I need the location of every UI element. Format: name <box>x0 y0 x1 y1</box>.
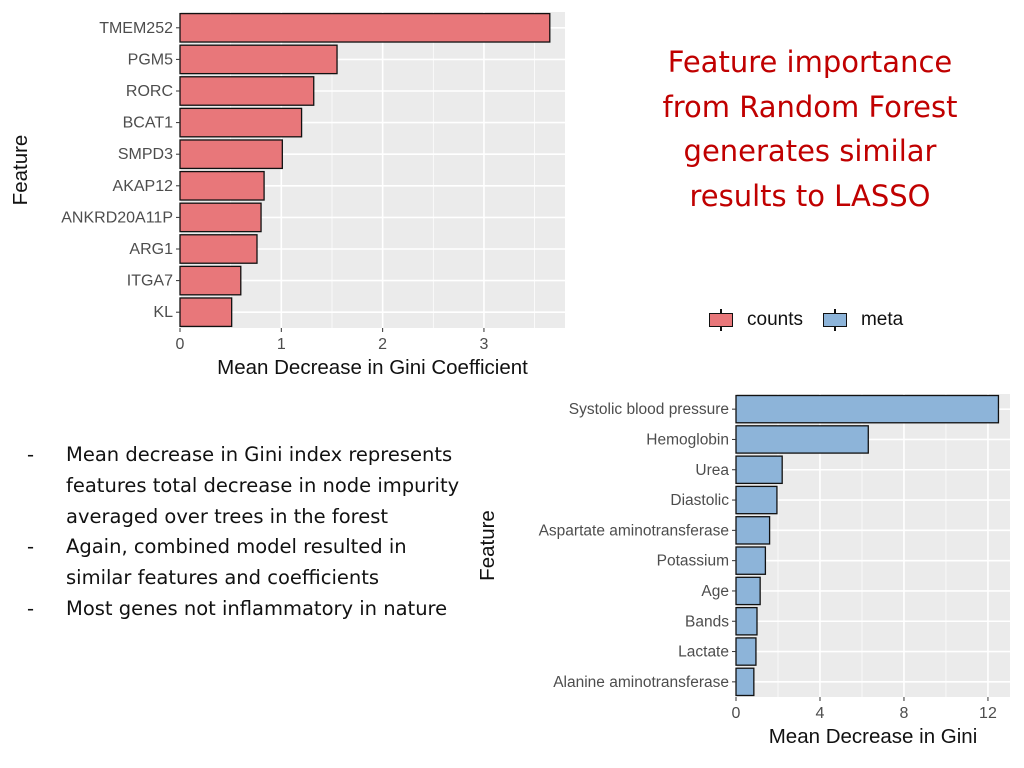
bar <box>179 76 315 106</box>
y-axis-title: Feature <box>9 135 32 206</box>
y-tick-label: Diastolic <box>670 492 729 509</box>
legend-swatch-counts <box>705 304 737 336</box>
bar <box>735 576 761 606</box>
headline-line: generates similar <box>683 134 937 168</box>
legend-box-meta <box>822 313 847 327</box>
bar <box>735 606 758 636</box>
bar <box>179 44 338 75</box>
x-tick-label: 1 <box>277 336 286 353</box>
y-tick-label: BCAT1 <box>123 115 173 132</box>
y-tick-label: Aspartate aminotransferase <box>539 522 729 539</box>
bar <box>735 637 757 666</box>
bar <box>179 202 262 233</box>
y-tick-label: SMPD3 <box>118 146 173 163</box>
legend-item-counts: counts <box>705 304 803 336</box>
clinical-importance-chart: Systolic blood pressure12.5Hemoglobin6.3… <box>476 394 1010 748</box>
bar <box>735 485 778 515</box>
y-tick-label: Alanine aminotransferase <box>553 674 729 691</box>
x-tick-label: 0 <box>176 336 185 353</box>
x-tick-label: 12 <box>979 705 997 722</box>
headline-line: Feature importance <box>667 45 953 79</box>
legend-box-counts <box>709 313 733 327</box>
y-tick-label: Bands <box>685 613 729 630</box>
x-tick-label: 8 <box>900 705 909 722</box>
bar <box>179 12 551 43</box>
slide-headline: Feature importance from Random Forest ge… <box>620 40 1000 218</box>
y-tick-label: Hemoglobin <box>646 431 729 448</box>
headline-line: from Random Forest <box>662 89 958 124</box>
y-tick-label: ITGA7 <box>127 273 173 290</box>
bullet-dash: - <box>27 596 35 620</box>
bar <box>735 667 755 697</box>
bullet-notes: - Mean decrease in Gini index represents … <box>22 440 462 625</box>
y-tick-label: Potassium <box>657 553 729 570</box>
bar <box>179 265 242 296</box>
y-tick-label: Urea <box>695 462 729 479</box>
bullet-item: - Again, combined model resulted in simil… <box>22 532 462 594</box>
y-tick-label: Age <box>701 583 729 600</box>
bullet-dash: - <box>27 443 35 466</box>
x-tick-label: 0 <box>732 705 741 722</box>
gene-importance-chart: TMEM2523.65PGM51.55RORC1.32BCAT11.2SMPD3… <box>9 12 565 379</box>
y-tick-label: PGM5 <box>128 51 173 68</box>
y-tick-label: KL <box>153 304 173 321</box>
y-tick-label: TMEM252 <box>99 20 173 37</box>
bullet-dash: - <box>27 535 35 559</box>
legend-label-counts: counts <box>747 309 803 330</box>
bar <box>735 546 767 575</box>
y-tick-label: ARG1 <box>129 241 173 258</box>
y-axis-title: Feature <box>476 510 499 581</box>
bar <box>179 139 283 170</box>
bar <box>179 234 258 264</box>
y-tick-label: ANKRD20A11P <box>61 209 173 226</box>
bullet-text: Again, combined model resulted in simila… <box>66 535 407 590</box>
legend-item-meta: meta <box>819 304 903 336</box>
bullet-text: Mean decrease in Gini index represents f… <box>66 443 460 528</box>
bullet-item: - Mean decrease in Gini index represents … <box>22 440 462 532</box>
bullet-item: - Most genes not inflammatory in nature <box>22 594 462 625</box>
x-tick-label: 3 <box>479 336 488 353</box>
x-tick-label: 2 <box>378 336 387 353</box>
y-tick-label: Lactate <box>678 644 729 661</box>
x-tick-label: 4 <box>816 705 825 722</box>
y-tick-label: Systolic blood pressure <box>569 401 729 418</box>
bar <box>735 516 771 545</box>
bar <box>179 170 265 201</box>
bar <box>735 425 869 454</box>
y-tick-label: RORC <box>126 83 173 100</box>
legend-swatch-meta <box>819 304 851 336</box>
bar <box>735 394 1000 424</box>
x-axis-title: Mean Decrease in Gini <box>769 725 978 748</box>
bar <box>735 455 783 485</box>
x-axis-title: Mean Decrease in Gini Coefficient <box>217 356 528 379</box>
bullet-text: Most genes not inflammatory in nature <box>66 596 448 620</box>
legend-label-meta: meta <box>860 309 904 330</box>
headline-line: results to LASSO <box>689 178 931 213</box>
chart-legend: counts meta <box>705 300 911 340</box>
bar <box>179 297 233 328</box>
bar <box>179 107 303 138</box>
y-tick-label: AKAP12 <box>113 178 174 195</box>
